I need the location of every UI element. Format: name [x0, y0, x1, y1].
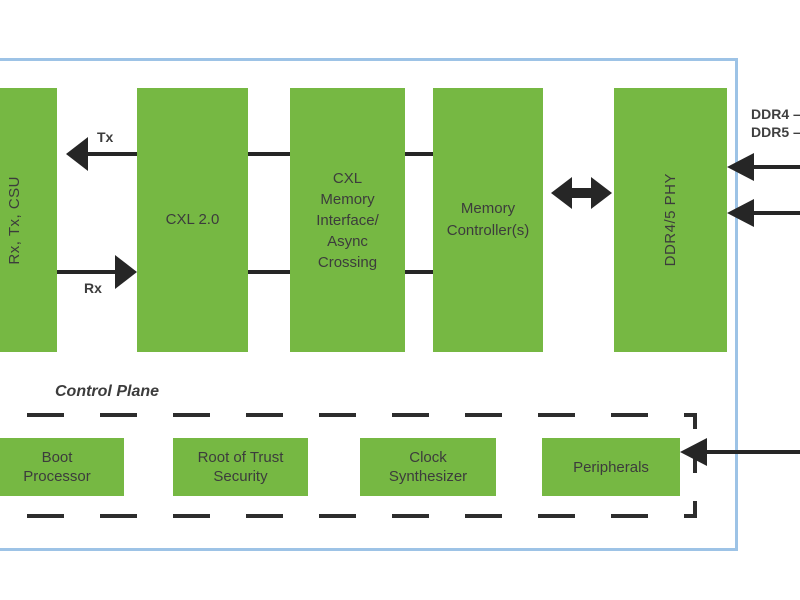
rx-arrowhead-icon — [115, 255, 137, 289]
connector-cxl20-to-cxlmem-top — [248, 152, 290, 156]
block-boot-processor-label: Boot Processor — [23, 449, 91, 485]
control-plane-dashed-border-top — [27, 413, 697, 417]
block-peripherals: Peripherals — [542, 438, 680, 496]
ddr4-arrow-line — [751, 165, 800, 169]
connector-cxlmem-to-memctrl-bottom — [405, 270, 433, 274]
rx-arrow-line — [57, 270, 117, 274]
bidirectional-arrow-bar — [569, 188, 594, 198]
peripherals-arrow-line — [705, 450, 800, 454]
ddr5-arrow-line — [751, 211, 800, 215]
block-ddr4-5-phy: DDR4/5 PHY — [614, 88, 727, 352]
block-ddr4-5-phy-label: DDR4/5 PHY — [661, 173, 679, 267]
ddr5-label: DDR5 – — [751, 124, 800, 140]
block-clock-synthesizer-label: Clock Synthesizer — [388, 449, 468, 485]
peripherals-arrowhead-icon — [680, 438, 707, 466]
block-cxl-memory-interface-label: CXL Memory Interface/ Async Crossing — [316, 169, 379, 271]
ddr4-label: DDR4 – — [751, 106, 800, 122]
control-plane-dashed-border-bottom — [27, 514, 697, 518]
ddr4-arrowhead-icon — [727, 153, 754, 181]
block-boot-processor: Boot Processor — [0, 438, 124, 496]
block-memory-controllers-label: Memory Controller(s) — [446, 200, 530, 239]
connector-cxl20-to-cxlmem-bottom — [248, 270, 290, 274]
block-root-of-trust-security-label: Root of Trust Security — [197, 449, 284, 485]
block-cxl-memory-interface-async-crossing: CXL Memory Interface/ Async Crossing — [290, 88, 405, 352]
control-plane-label: Control Plane — [55, 383, 160, 400]
tx-arrowhead-icon — [66, 137, 88, 171]
block-rx-tx-csu: Rx, Tx, CSU — [0, 88, 57, 352]
block-cxl-2-0-label: CXL 2.0 — [165, 211, 220, 228]
chip-boundary-frame — [0, 58, 738, 551]
tx-arrow-line — [86, 152, 137, 156]
block-cxl-2-0: CXL 2.0 — [137, 88, 248, 352]
ddr5-arrowhead-icon — [727, 199, 754, 227]
block-rx-tx-csu-label: Rx, Tx, CSU — [5, 175, 23, 265]
block-root-of-trust-security: Root of Trust Security — [173, 438, 308, 496]
block-clock-synthesizer: Clock Synthesizer — [360, 438, 496, 496]
block-peripherals-label: Peripherals — [573, 458, 649, 476]
rx-label: Rx — [84, 280, 102, 296]
connector-cxlmem-to-memctrl-top — [405, 152, 433, 156]
tx-label: Tx — [97, 129, 114, 145]
block-memory-controllers: Memory Controller(s) — [433, 88, 543, 352]
bidirectional-arrow-left-head-icon — [551, 177, 572, 209]
bidirectional-arrow-right-head-icon — [591, 177, 612, 209]
